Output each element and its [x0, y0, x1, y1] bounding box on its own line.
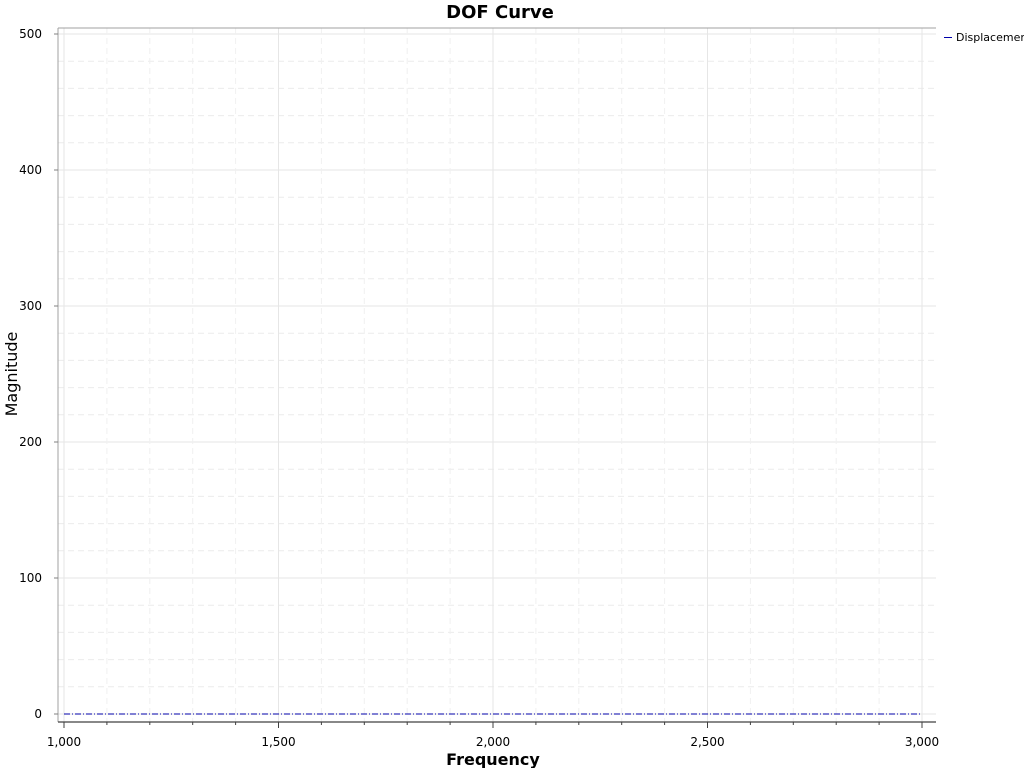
chart-title: DOF Curve [446, 2, 554, 23]
legend-label: Displacement [956, 31, 1024, 44]
legend: Displacement [944, 31, 1024, 44]
plot-background [58, 28, 936, 722]
x-tick-label: 2,000 [476, 735, 510, 749]
x-axis-label: Frequency [446, 750, 540, 768]
y-tick-label: 300 [19, 299, 42, 313]
y-tick-label: 100 [19, 571, 42, 585]
x-tick-label: 1,000 [47, 735, 81, 749]
y-tick-label: 0 [34, 707, 42, 721]
x-tick-label: 3,000 [905, 735, 939, 749]
y-tick-label: 200 [19, 435, 42, 449]
y-axis-label: Magnitude [2, 332, 21, 417]
y-tick-label: 500 [19, 27, 42, 41]
x-tick-label: 1,500 [261, 735, 295, 749]
legend-swatch [944, 37, 952, 38]
y-tick-label: 400 [19, 163, 42, 177]
x-tick-label: 2,500 [690, 735, 724, 749]
